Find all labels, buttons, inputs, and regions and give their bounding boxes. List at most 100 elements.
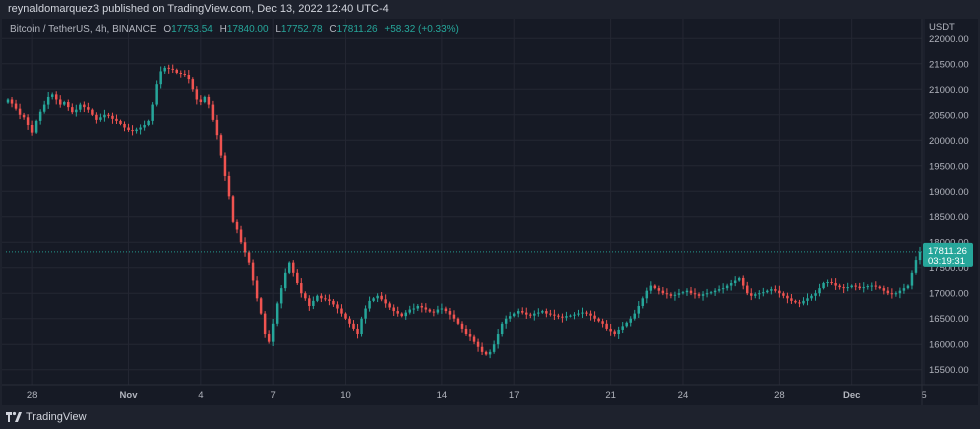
candle-body[interactable] (516, 311, 520, 314)
candle-body[interactable] (287, 262, 291, 273)
candle-body[interactable] (227, 175, 231, 197)
candle-body[interactable] (26, 117, 30, 125)
candle-body[interactable] (585, 312, 588, 314)
candle-body[interactable] (741, 277, 745, 286)
candle-body[interactable] (649, 285, 653, 291)
candle-body[interactable] (400, 313, 403, 317)
candle-body[interactable] (549, 313, 552, 315)
candle-body[interactable] (810, 295, 813, 299)
candle-body[interactable] (131, 130, 134, 132)
candle-body[interactable] (492, 344, 496, 352)
candle-body[interactable] (581, 312, 584, 314)
candle-body[interactable] (484, 351, 488, 355)
candle-body[interactable] (874, 285, 878, 287)
candle-body[interactable] (806, 298, 809, 301)
candle-body[interactable] (496, 334, 500, 345)
candle-body[interactable] (283, 272, 287, 289)
candle-body[interactable] (886, 290, 890, 294)
candle-body[interactable] (569, 315, 572, 317)
candle-body[interactable] (914, 260, 918, 273)
candle-body[interactable] (42, 104, 46, 112)
candle-body[interactable] (677, 293, 681, 295)
candle-body[interactable] (529, 314, 532, 316)
candle-body[interactable] (597, 318, 600, 322)
candle-body[interactable] (388, 303, 391, 308)
candle-body[interactable] (6, 99, 10, 103)
candle-body[interactable] (898, 290, 902, 294)
candle-body[interactable] (404, 312, 407, 317)
candle-body[interactable] (187, 75, 191, 80)
candle-body[interactable] (633, 313, 636, 319)
candle-body[interactable] (71, 107, 74, 113)
candle-body[interactable] (918, 251, 922, 261)
candle-body[interactable] (247, 252, 251, 263)
candle-body[interactable] (159, 71, 162, 85)
candle-body[interactable] (312, 300, 315, 306)
candle-body[interactable] (231, 196, 235, 222)
candle-body[interactable] (858, 286, 861, 289)
candle-body[interactable] (46, 96, 50, 105)
candle-body[interactable] (645, 290, 649, 299)
candle-body[interactable] (476, 341, 480, 347)
candle-body[interactable] (504, 318, 508, 324)
candle-body[interactable] (565, 316, 568, 318)
candle-body[interactable] (175, 69, 178, 73)
candle-body[interactable] (416, 305, 420, 309)
candle-body[interactable] (444, 308, 448, 312)
candle-body[interactable] (770, 289, 773, 291)
candle-body[interactable] (601, 321, 604, 324)
candle-body[interactable] (127, 127, 130, 131)
candle-body[interactable] (725, 285, 729, 289)
candle-body[interactable] (834, 283, 837, 286)
candle-body[interactable] (179, 72, 183, 74)
candle-body[interactable] (782, 293, 785, 296)
candle-body[interactable] (621, 326, 624, 330)
candle-body[interactable] (866, 286, 870, 288)
candle-body[interactable] (356, 328, 359, 335)
candle-body[interactable] (67, 102, 70, 108)
candle-body[interactable] (729, 283, 733, 286)
candle-body[interactable] (705, 293, 709, 295)
candle-body[interactable] (460, 323, 464, 329)
candle-body[interactable] (83, 104, 86, 108)
candle-body[interactable] (488, 351, 492, 355)
candle-body[interactable] (143, 124, 146, 128)
candle-body[interactable] (30, 124, 34, 133)
candle-body[interactable] (340, 308, 343, 314)
candle-body[interactable] (733, 280, 737, 284)
candle-body[interactable] (758, 293, 761, 295)
candle-body[interactable] (480, 346, 484, 352)
candle-body[interactable] (95, 114, 98, 120)
candle-body[interactable] (191, 79, 195, 90)
candle-body[interactable] (332, 300, 335, 305)
candle-body[interactable] (58, 99, 62, 105)
candle-body[interactable] (316, 295, 319, 301)
candle-body[interactable] (412, 308, 416, 310)
candle-body[interactable] (798, 302, 801, 304)
candle-body[interactable] (766, 290, 769, 293)
candle-body[interactable] (279, 288, 283, 304)
candle-body[interactable] (320, 295, 323, 299)
candle-body[interactable] (589, 313, 592, 316)
candle-body[interactable] (324, 298, 327, 300)
candle-body[interactable] (653, 285, 657, 289)
candle-body[interactable] (822, 283, 825, 289)
candle-body[interactable] (183, 73, 187, 76)
candle-body[interactable] (669, 294, 673, 296)
candle-body[interactable] (50, 94, 54, 97)
candle-body[interactable] (10, 99, 14, 104)
candle-body[interactable] (665, 293, 669, 295)
candle-body[interactable] (259, 298, 263, 314)
candle-body[interactable] (814, 293, 817, 296)
candle-body[interactable] (681, 292, 685, 294)
candle-body[interactable] (878, 286, 882, 289)
candle-body[interactable] (693, 293, 697, 295)
candle-body[interactable] (155, 84, 158, 105)
candle-body[interactable] (239, 229, 243, 243)
candle-body[interactable] (593, 315, 596, 319)
price-chart[interactable]: 15500.00 16000.00 16500.00 17000.00 17500.00… (2, 19, 978, 405)
candle-body[interactable] (14, 103, 18, 109)
candle-body[interactable] (790, 298, 793, 301)
candle-body[interactable] (794, 300, 797, 303)
candle-body[interactable] (786, 295, 789, 299)
